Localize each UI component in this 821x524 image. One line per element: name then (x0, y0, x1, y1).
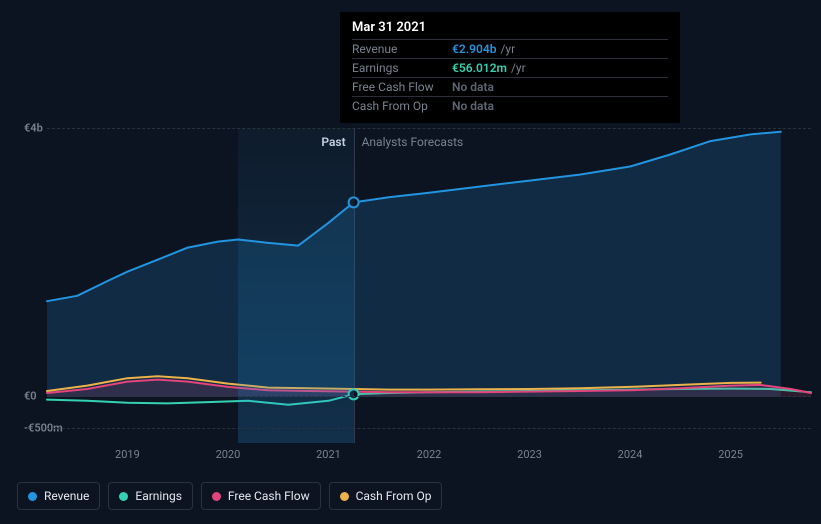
x-tick-label: 2024 (618, 448, 643, 461)
legend-swatch (28, 492, 37, 501)
legend-item[interactable]: Earnings (108, 482, 193, 510)
legend-item[interactable]: Cash From Op (329, 482, 443, 510)
tooltip-row-label: Free Cash Flow (352, 80, 452, 94)
series-fill (47, 132, 781, 397)
x-tick-label: 2020 (216, 448, 241, 461)
x-axis: 2019 2020 2021 2022 2023 2024 2025 (47, 448, 811, 464)
tooltip-row-suffix: /yr (511, 61, 526, 75)
tooltip-row: Earnings€56.012m/yr (352, 58, 668, 77)
tooltip-row: Free Cash FlowNo data (352, 77, 668, 96)
x-tick-label: 2021 (316, 448, 341, 461)
legend-swatch (340, 492, 349, 501)
legend-label: Revenue (44, 489, 89, 503)
tooltip: Mar 31 2021 Revenue€2.904b/yrEarnings€56… (340, 12, 680, 123)
tooltip-rows: Revenue€2.904b/yrEarnings€56.012m/yrFree… (352, 39, 668, 115)
tooltip-date: Mar 31 2021 (352, 20, 668, 35)
tooltip-row-value: €56.012m (452, 61, 507, 75)
tooltip-row: Cash From OpNo data (352, 96, 668, 115)
x-tick-label: 2022 (417, 448, 442, 461)
tooltip-row-label: Revenue (352, 42, 452, 56)
x-tick-label: 2025 (718, 448, 743, 461)
gridline (47, 396, 811, 397)
tooltip-row-value: €2.904b (452, 42, 496, 56)
tooltip-row-value: No data (452, 99, 494, 113)
chart-wrap: Past Analysts Forecasts (17, 128, 811, 442)
legend-label: Cash From Op (356, 489, 432, 503)
tooltip-row-label: Earnings (352, 61, 452, 75)
legend-swatch (119, 492, 128, 501)
gridline (47, 428, 811, 429)
legend-item[interactable]: Free Cash Flow (201, 482, 321, 510)
legend-label: Free Cash Flow (228, 489, 310, 503)
tooltip-row: Revenue€2.904b/yr (352, 39, 668, 58)
x-tick-label: 2019 (115, 448, 140, 461)
legend-item[interactable]: Revenue (17, 482, 100, 510)
plot-area: Past Analysts Forecasts (47, 128, 811, 442)
tooltip-row-label: Cash From Op (352, 99, 452, 113)
tooltip-row-suffix: /yr (500, 42, 515, 56)
tooltip-row-value: No data (452, 80, 494, 94)
legend-swatch (212, 492, 221, 501)
x-tick-label: 2023 (517, 448, 542, 461)
legend-label: Earnings (135, 489, 182, 503)
legend: Revenue Earnings Free Cash Flow Cash From O… (17, 482, 442, 510)
chart-container: Mar 31 2021 Revenue€2.904b/yrEarnings€56… (0, 0, 821, 524)
